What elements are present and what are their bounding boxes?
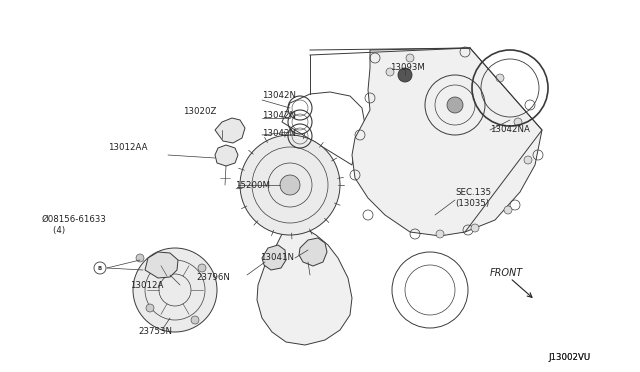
Circle shape [240, 135, 340, 235]
Circle shape [146, 304, 154, 312]
Circle shape [436, 230, 444, 238]
Circle shape [447, 97, 463, 113]
Circle shape [136, 254, 144, 262]
Circle shape [504, 206, 512, 214]
Text: Ø08156-61633
    (4): Ø08156-61633 (4) [42, 215, 107, 235]
Circle shape [386, 68, 394, 76]
Text: J13002VU: J13002VU [548, 353, 590, 362]
Text: FRONT: FRONT [490, 268, 524, 278]
Polygon shape [215, 118, 245, 143]
Circle shape [280, 175, 300, 195]
Text: 13042NA: 13042NA [490, 125, 530, 135]
Text: SEC.135
(13035): SEC.135 (13035) [455, 188, 491, 208]
Text: 13012A: 13012A [130, 280, 163, 289]
Text: 13042N: 13042N [262, 90, 296, 99]
Text: 23796N: 23796N [196, 273, 230, 282]
Circle shape [471, 224, 479, 232]
Polygon shape [352, 48, 542, 236]
Text: J13002VU: J13002VU [548, 353, 590, 362]
Text: 23753N: 23753N [138, 327, 172, 337]
Polygon shape [257, 135, 352, 345]
Text: 13041N: 13041N [260, 253, 294, 263]
Circle shape [514, 118, 522, 126]
Text: B: B [98, 266, 102, 270]
Circle shape [198, 264, 206, 272]
Polygon shape [145, 252, 178, 278]
Text: 15200M: 15200M [235, 180, 270, 189]
Text: 13042N: 13042N [262, 128, 296, 138]
Circle shape [94, 262, 106, 274]
Circle shape [191, 316, 199, 324]
Circle shape [524, 156, 532, 164]
Polygon shape [215, 145, 238, 166]
Polygon shape [299, 238, 327, 266]
Text: 13093M: 13093M [390, 64, 425, 73]
Circle shape [496, 74, 504, 82]
Circle shape [398, 68, 412, 82]
Text: 13012AA: 13012AA [108, 144, 147, 153]
Polygon shape [262, 245, 286, 270]
Text: 13042N: 13042N [262, 110, 296, 119]
Circle shape [133, 248, 217, 332]
Circle shape [406, 54, 414, 62]
Text: 13020Z: 13020Z [183, 108, 216, 116]
